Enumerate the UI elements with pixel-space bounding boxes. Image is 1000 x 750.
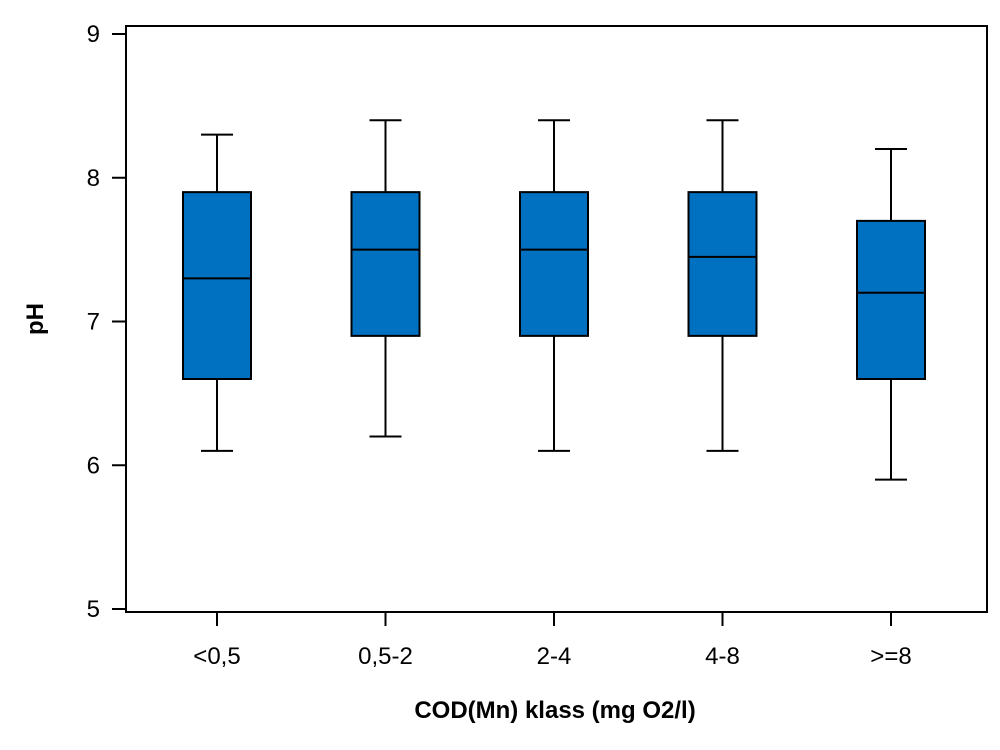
x-tick-label: 4-8 [705,643,740,670]
plot-frame [125,25,988,613]
iqr-box [687,191,758,337]
x-tick-label: 0,5-2 [358,643,413,670]
box-1 [182,133,252,452]
iqr-box [856,219,926,380]
box-3 [519,119,589,452]
x-axis-title: COD(Mn) klass (mg O2/l) [414,697,695,724]
box-2 [350,119,421,438]
box-5 [856,148,926,481]
y-tick-label: 5 [87,596,100,623]
y-tick-label: 9 [87,21,100,48]
y-tick-label: 8 [87,165,100,192]
x-tick-label: >=8 [870,643,911,670]
y-axis: 5 6 7 8 9 [87,21,126,623]
iqr-box [350,191,421,337]
box-4 [687,119,758,452]
x-tick-label: 2-4 [537,643,572,670]
y-tick-label: 6 [87,452,100,479]
x-axis: <0,5 0,5-2 2-4 4-8 >=8 [193,612,912,670]
y-axis-title: pH [22,303,49,335]
x-tick-label: <0,5 [193,643,240,670]
iqr-box [519,191,589,337]
y-tick-label: 7 [87,309,100,336]
iqr-box [182,191,252,380]
box-series [182,119,926,481]
